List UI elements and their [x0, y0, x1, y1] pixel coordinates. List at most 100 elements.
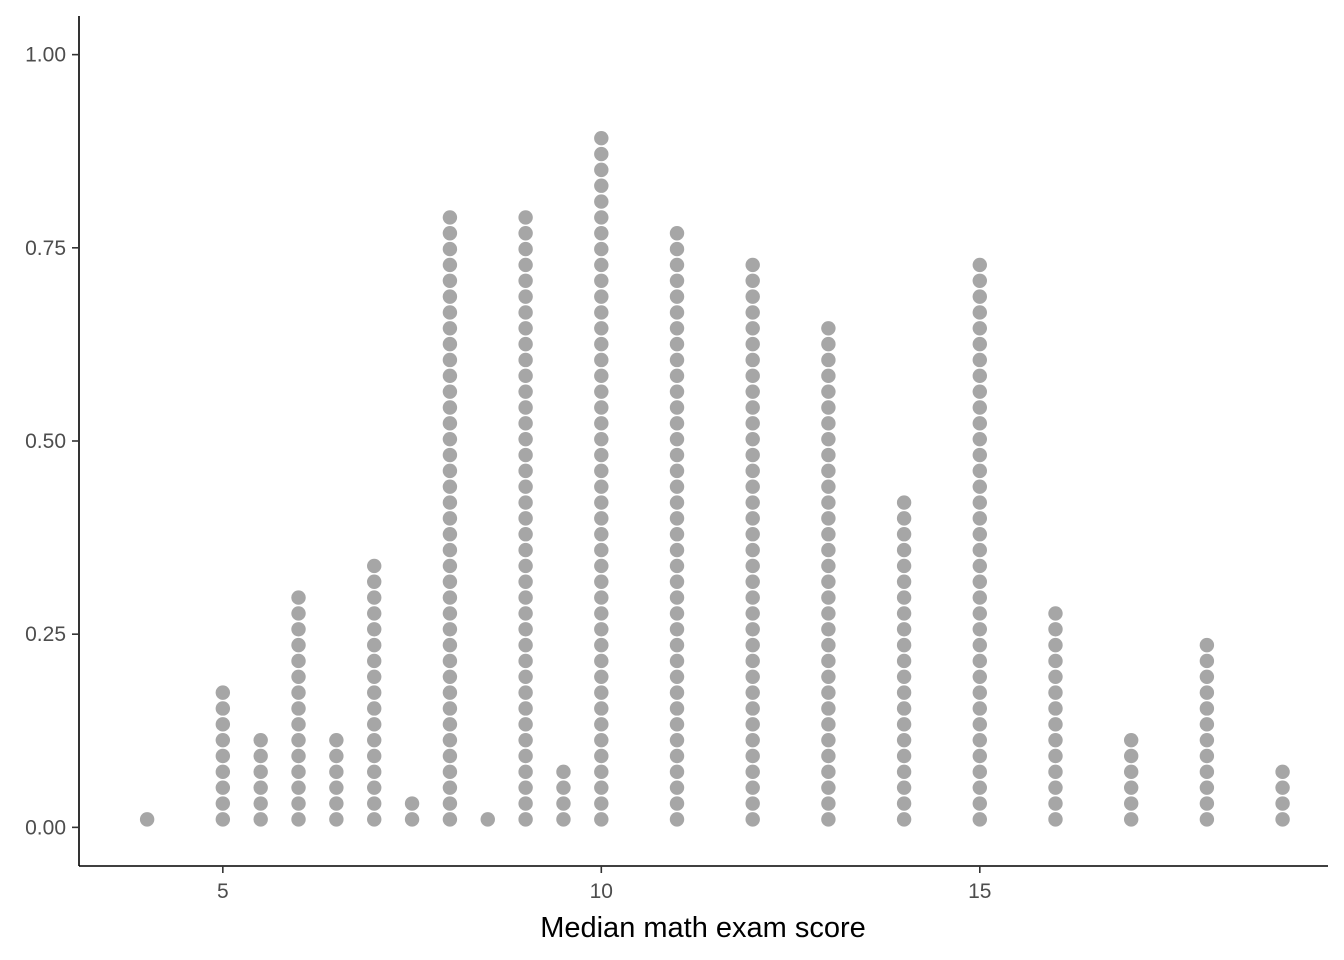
data-dot: [1048, 701, 1063, 716]
data-dot: [367, 558, 382, 574]
data-dot: [367, 574, 382, 589]
data-dot: [896, 606, 912, 621]
data-dot: [896, 780, 912, 795]
data-dot: [291, 812, 306, 827]
data-dot: [972, 637, 987, 653]
data-dot: [518, 574, 533, 589]
data-dot: [518, 622, 533, 637]
data-dot: [442, 653, 458, 669]
data-dot: [972, 732, 987, 748]
data-dot: [291, 764, 306, 780]
data-dot: [442, 352, 458, 368]
data-dot: [669, 685, 685, 700]
data-dot: [1048, 637, 1063, 653]
data-dot: [594, 685, 609, 700]
data-dot: [669, 527, 685, 542]
data-dot: [215, 732, 231, 748]
data-dot: [291, 685, 306, 700]
data-dot: [594, 574, 609, 589]
data-dot: [594, 162, 609, 178]
data-dot: [518, 732, 533, 748]
data-dot: [669, 511, 685, 526]
data-dot: [821, 637, 836, 653]
data-dot: [1048, 748, 1063, 764]
data-dot: [1123, 780, 1139, 795]
data-dot: [745, 764, 760, 780]
data-dot: [821, 685, 836, 700]
x-tick-label: 15: [968, 880, 991, 903]
data-dot: [594, 479, 609, 494]
data-dot: [442, 606, 458, 621]
data-dot: [442, 542, 458, 558]
data-dot: [745, 447, 760, 463]
data-dot: [518, 431, 533, 447]
data-dot: [442, 527, 458, 542]
data-dot: [745, 590, 760, 605]
data-dot: [442, 463, 458, 479]
data-dot: [1048, 622, 1063, 637]
data-dot: [518, 368, 533, 384]
data-dot: [442, 416, 458, 431]
data-dot: [442, 321, 458, 336]
data-dot: [972, 653, 987, 669]
data-dot: [442, 764, 458, 780]
data-dot: [518, 780, 533, 795]
data-dot: [594, 558, 609, 574]
data-dot: [745, 273, 760, 288]
data-dot: [896, 748, 912, 764]
data-dot: [669, 305, 685, 320]
data-dot: [594, 336, 609, 352]
data-dot: [669, 574, 685, 589]
data-dot: [972, 764, 987, 780]
data-dot: [972, 289, 987, 304]
data-dot: [594, 717, 609, 732]
data-dot: [745, 780, 760, 795]
data-dot: [404, 812, 420, 827]
data-dot: [594, 748, 609, 764]
data-dot: [821, 748, 836, 764]
x-tick-label: 5: [217, 880, 229, 903]
data-dot: [594, 511, 609, 526]
data-dot: [821, 527, 836, 542]
data-dot: [1123, 764, 1139, 780]
data-dot: [594, 384, 609, 399]
data-dot: [896, 796, 912, 811]
data-dot: [1048, 653, 1063, 669]
data-dot: [972, 305, 987, 320]
data-dot: [669, 479, 685, 494]
data-dot: [367, 669, 382, 684]
data-dot: [253, 780, 268, 795]
data-dot: [972, 511, 987, 526]
data-dot: [518, 653, 533, 669]
data-dot: [896, 685, 912, 700]
data-dot: [1275, 796, 1290, 811]
data-dot: [442, 305, 458, 320]
data-dot: [442, 210, 458, 225]
data-dot: [518, 257, 533, 273]
data-dot: [594, 527, 609, 542]
data-dot: [1199, 732, 1215, 748]
y-tick-label: 0.00: [25, 816, 66, 839]
data-dot: [518, 321, 533, 336]
data-dot: [745, 527, 760, 542]
data-dot: [896, 574, 912, 589]
data-dot: [745, 257, 760, 273]
data-dot: [556, 812, 571, 827]
data-dot: [518, 305, 533, 320]
data-dot: [972, 384, 987, 399]
data-dot: [669, 368, 685, 384]
data-dot: [253, 748, 268, 764]
data-dot: [1199, 748, 1215, 764]
data-dot: [253, 764, 268, 780]
data-dot: [821, 558, 836, 574]
data-dot: [518, 764, 533, 780]
data-dot: [291, 637, 306, 653]
data-dot: [972, 685, 987, 700]
data-dot: [367, 796, 382, 811]
data-dot: [442, 384, 458, 399]
data-dot: [367, 590, 382, 605]
data-dot: [367, 717, 382, 732]
data-dot: [972, 273, 987, 288]
data-dot: [442, 400, 458, 415]
data-dot: [518, 210, 533, 225]
